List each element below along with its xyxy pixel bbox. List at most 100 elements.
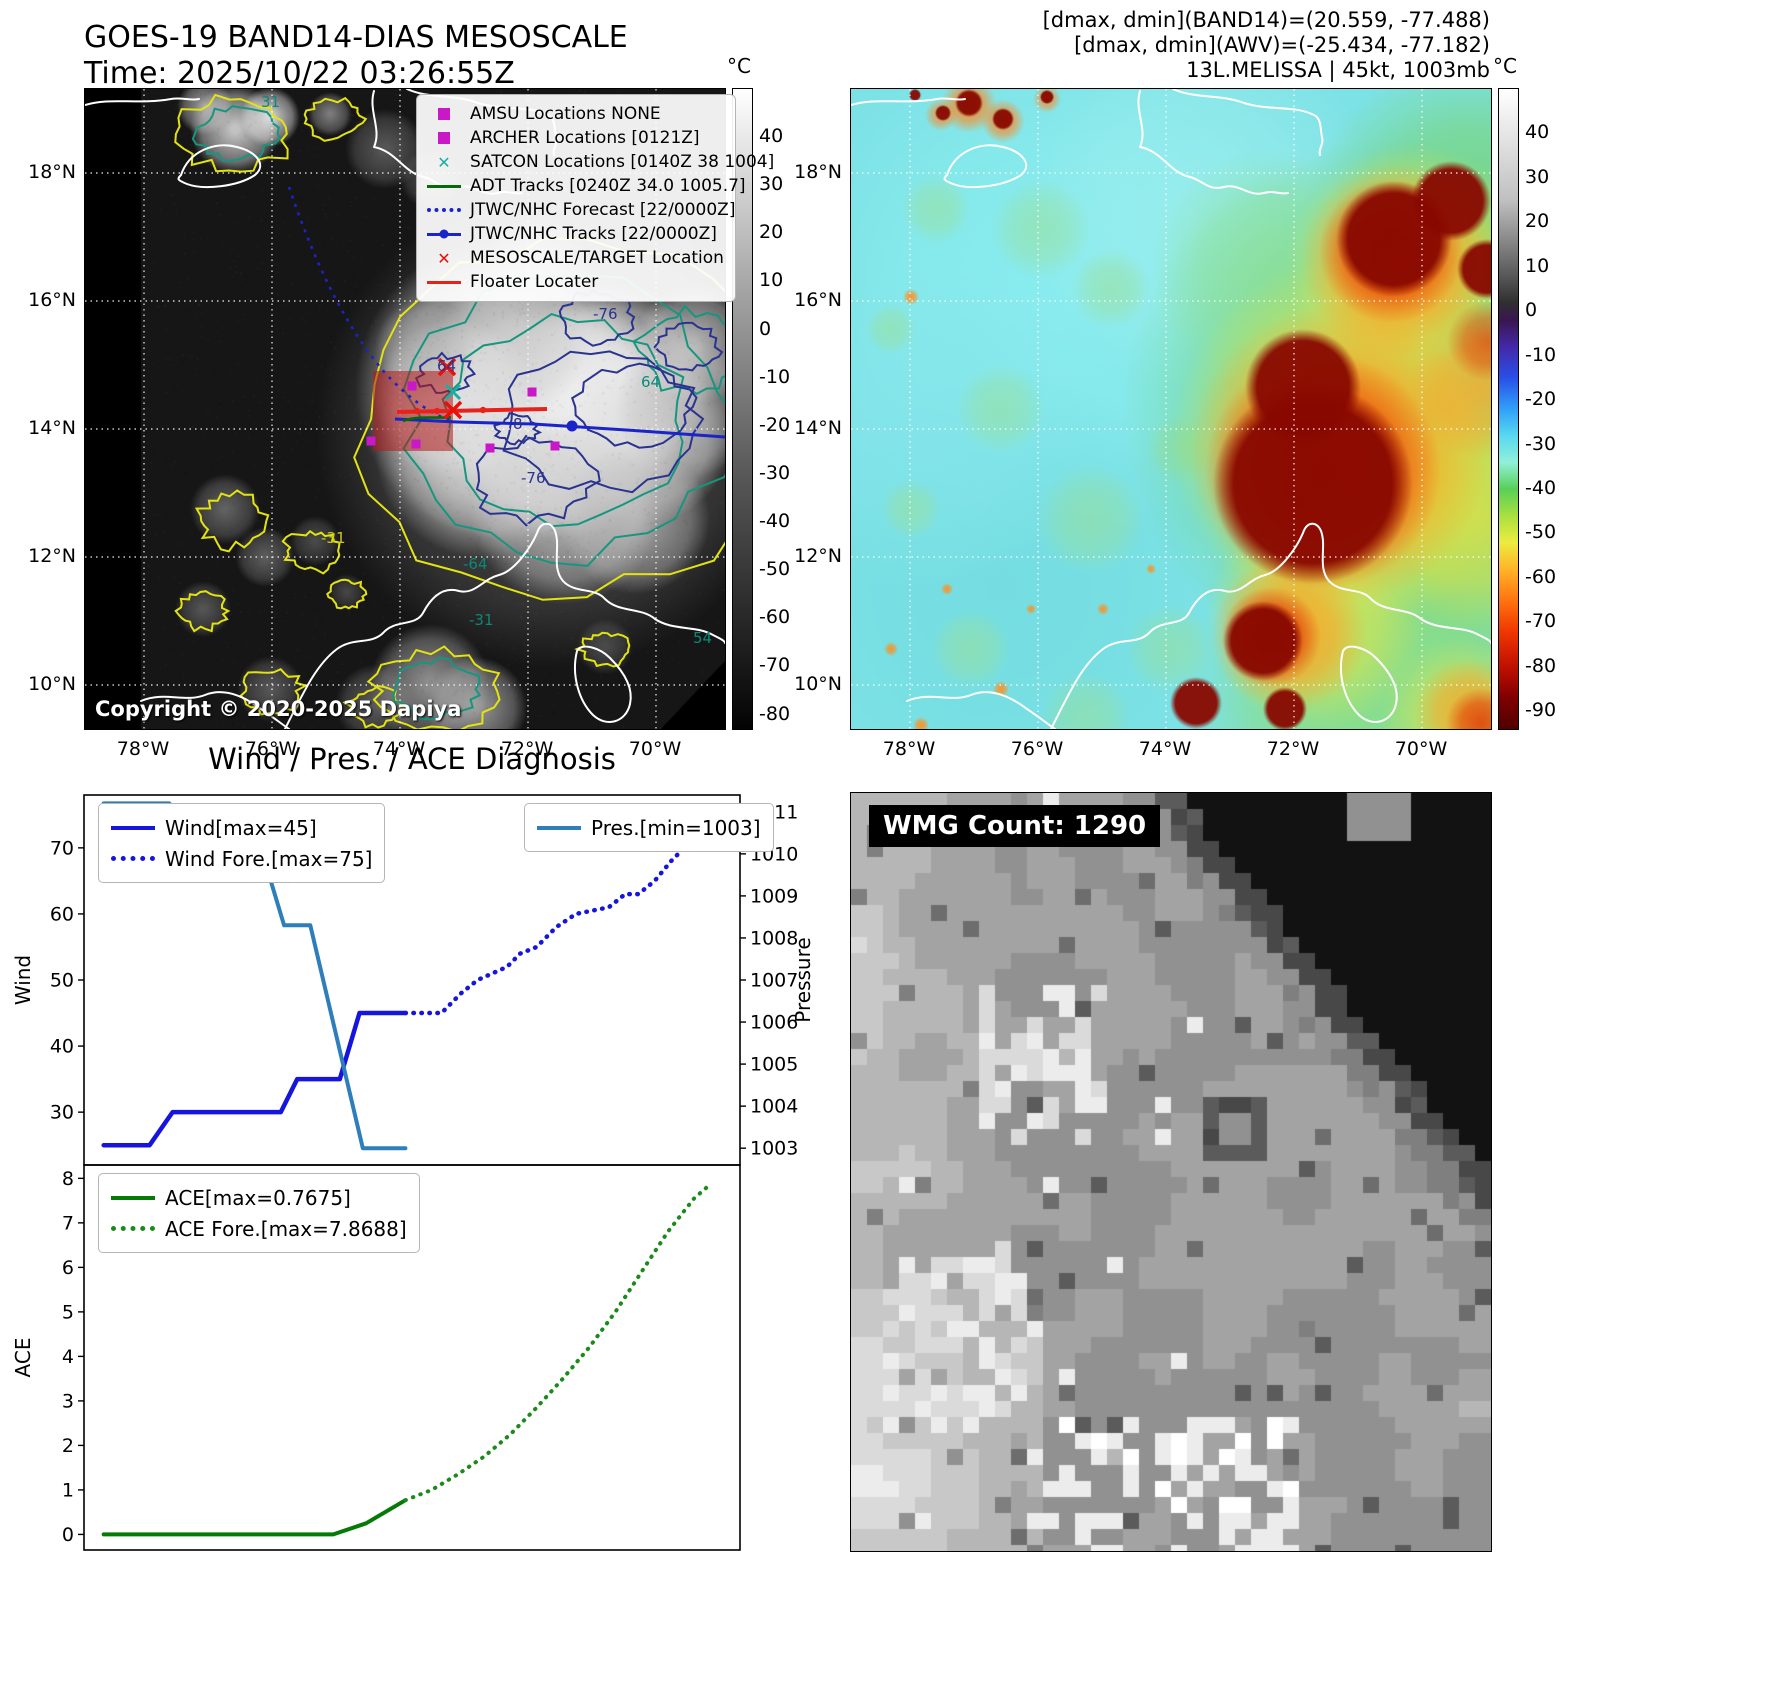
contour-line: [191, 105, 281, 162]
diagnosis-charts: 30 40 50 60 70 1003 1004 1005 1006 1007 1008 1009 1 0…: [11, 794, 815, 1551]
floater-locater-line: [396, 407, 548, 414]
wmg-panel: WMG Count: 1290: [850, 792, 1492, 1552]
colorbar-tick-label: 0: [1525, 299, 1538, 322]
colorbar-tick-label: 30: [759, 173, 784, 196]
legend-label: JTWC/NHC Forecast [22/0000Z]: [470, 200, 736, 220]
wmg-count-label: WMG Count: 1290: [869, 805, 1161, 847]
tl-colorbar: [732, 88, 753, 730]
colorbar-tick-label: 40: [1525, 121, 1550, 144]
wmg-grayscale-image: [851, 793, 1491, 1551]
contour-label: -76: [521, 469, 546, 487]
jtwc-forecast-track: [287, 186, 458, 424]
dotted-line-icon: [427, 208, 461, 212]
lon-tick-label: 70°W: [628, 738, 682, 760]
y-tick-label: 1004: [750, 1096, 798, 1118]
legend-marker-line: [425, 184, 463, 188]
colorbar-tick-label: -90: [1525, 699, 1557, 722]
chart-legend-item: Pres.[min=1003]: [537, 812, 761, 843]
colorbar-tick-label: -40: [759, 510, 791, 533]
x-marker-icon: ✕: [437, 248, 451, 268]
lat-tick-label: 16°N: [794, 289, 842, 311]
y-tick-label: 1003: [750, 1138, 798, 1160]
chart-legend: Pres.[min=1003]: [524, 803, 774, 852]
legend-label: Floater Locater: [470, 272, 599, 292]
coastline: [284, 522, 725, 729]
contour-label: 31: [261, 93, 280, 111]
legend-label: Wind Fore.[max=75]: [165, 846, 373, 871]
colorbar-tick-label: 0: [759, 317, 772, 340]
map-overlay: [851, 89, 1491, 729]
square-marker-icon: [438, 132, 450, 144]
legend-marker-square: [425, 108, 463, 120]
coastline: [851, 97, 966, 106]
legend-marker-square: [425, 132, 463, 144]
y-tick-label: 30: [50, 1102, 74, 1124]
line-swatch: [111, 1195, 155, 1200]
y-axis-label: ACE: [11, 1338, 35, 1378]
colorbar-tick-label: -30: [1525, 432, 1557, 455]
jtwc-track-point: [566, 420, 578, 432]
y-tick-label: 7: [62, 1212, 74, 1234]
y-tick-label: 3: [62, 1390, 74, 1412]
coastline: [906, 691, 1056, 729]
contour-label: -31: [321, 529, 346, 547]
legend-item: AMSU Locations NONE: [425, 102, 727, 126]
tr-title-storm-info: 13L.MELISSA | 45kt, 1003mb: [1186, 58, 1490, 82]
contour-line: [342, 685, 406, 729]
lon-tick-label: 74°W: [372, 738, 426, 760]
mesoscale-target-marker: [437, 357, 457, 377]
tr-colorbar: [1498, 88, 1519, 730]
colorbar-tick-label: -20: [759, 413, 791, 436]
lon-tick-label: 78°W: [116, 738, 170, 760]
mesoscale-target-marker: [443, 400, 463, 420]
legend-marker-line-dot: [425, 229, 463, 239]
tl-subtitle: Time: 2025/10/22 03:26:55Z: [84, 56, 515, 91]
colorbar-tick-label: -60: [759, 606, 791, 629]
lat-tick-label: 14°N: [28, 417, 76, 439]
contour-line: [281, 530, 341, 575]
contour-label: -31: [469, 611, 494, 629]
x-marker-icon: ✕: [437, 152, 451, 172]
coastline: [1339, 645, 1398, 723]
copyright-text: Copyright © 2020-2025 Dapiya: [95, 697, 462, 721]
coastline: [943, 144, 1028, 188]
contour-label: 8: [513, 415, 523, 433]
contour-label: -64: [463, 555, 488, 573]
coastline: [140, 691, 290, 729]
lon-tick-label: 70°W: [1394, 738, 1448, 760]
legend-marker-dotted: [425, 208, 463, 212]
y-tick-label: 1: [62, 1479, 74, 1501]
lon-tick-label: 72°W: [500, 738, 554, 760]
colorbar-tick-label: -20: [1525, 388, 1557, 411]
archer-location-marker: [550, 441, 560, 451]
dot-icon: [439, 229, 449, 239]
contour-line: [502, 350, 705, 494]
lon-tick-label: 76°W: [244, 738, 298, 760]
archer-location-marker: [411, 439, 421, 449]
colorbar-tick-label: -80: [1525, 654, 1557, 677]
lat-tick-label: 10°N: [28, 673, 76, 695]
colorbar-tick-label: 10: [1525, 254, 1550, 277]
contour-line: [632, 304, 725, 395]
map-legend: AMSU Locations NONE ARCHER Locations [012…: [416, 94, 774, 302]
legend-line-icon: [537, 825, 581, 830]
contour-label: 54: [693, 629, 712, 647]
tl-title: GOES-19 BAND14-DIAS MESOSCALE: [84, 20, 628, 55]
legend-label: ADT Tracks [0240Z 34.0 1005.7]: [470, 176, 746, 196]
lon-tick-label: 74°W: [1138, 738, 1192, 760]
diagnosis-chart-title: Wind / Pres. / ACE Diagnosis: [208, 742, 616, 776]
y-tick-label: 1008: [750, 927, 798, 949]
legend-line-icon: [111, 825, 155, 830]
chart-border: [83, 1164, 741, 1551]
y-tick-label: 1005: [750, 1054, 798, 1076]
legend-item: Floater Locater: [425, 270, 727, 294]
chart-legend: ACE[max=0.7675] ACE Fore.[max=7.8688]: [98, 1173, 420, 1253]
legend-marker-line: [425, 280, 463, 284]
colorbar-tick-label: 20: [1525, 210, 1550, 233]
tr-title-dmax-awv: [dmax, dmin](AWV)=(-25.434, -77.182): [1074, 33, 1490, 57]
legend-label: JTWC/NHC Tracks [22/0000Z]: [470, 224, 717, 244]
archer-location-marker: [527, 387, 537, 397]
y-tick-label: 0: [62, 1524, 74, 1546]
legend-label: Pres.[min=1003]: [591, 815, 761, 840]
tr-colorbar-unit: °C: [1493, 54, 1517, 78]
